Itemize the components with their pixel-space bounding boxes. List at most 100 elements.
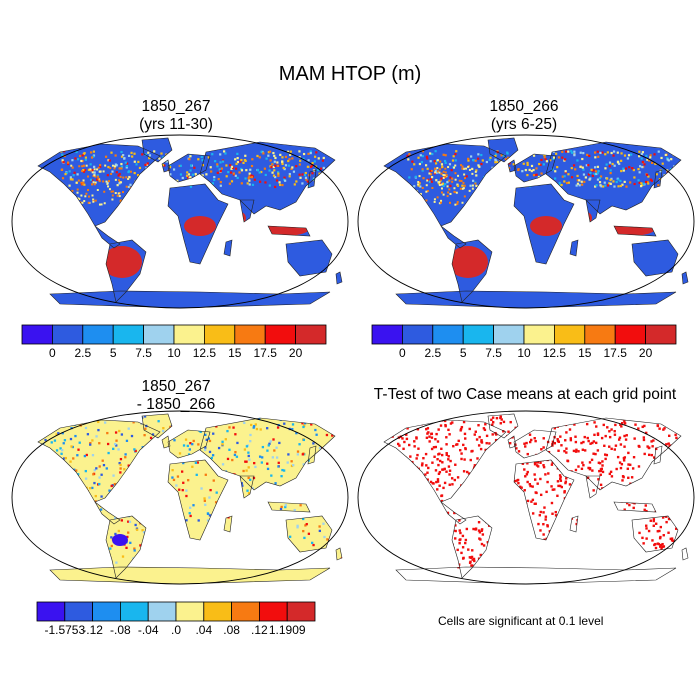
coastline-india xyxy=(585,475,601,499)
coastline-australia xyxy=(631,515,679,553)
colorbar-top-left-box-5 xyxy=(173,324,205,345)
colorbar-top-left-box-8 xyxy=(264,324,296,345)
colorbar-bottom-left-box-4 xyxy=(147,601,177,622)
panel-title-bottom-left: 1850_267 - 1850_266 xyxy=(76,378,276,414)
coastline-asia xyxy=(199,141,336,215)
colorbar-bottom-left-box-7 xyxy=(231,601,260,622)
map-panel-bottom-right xyxy=(357,410,695,585)
coastline-indonesia xyxy=(267,225,311,237)
map-boundary xyxy=(357,134,695,309)
colorbar-top-right xyxy=(371,324,677,345)
colorbar-bottom-left-box-2 xyxy=(92,601,121,622)
coastline-uk xyxy=(161,159,171,173)
coastline-africa xyxy=(167,459,229,541)
coastline-na xyxy=(383,143,507,227)
colorbar-top-right-box-8 xyxy=(614,324,646,345)
panel-title-top-right-line2: (yrs 6-25) xyxy=(490,116,558,133)
colorbar-top-left-box-3 xyxy=(112,324,144,345)
coastline-greenland xyxy=(141,137,173,163)
map-boundary xyxy=(11,134,349,309)
colorbar-top-right-label: 10 xyxy=(517,346,531,360)
colorbar-top-left-box-9 xyxy=(295,324,327,345)
coastline-australia xyxy=(631,239,679,277)
colorbar-bottom-left-label: -.04 xyxy=(137,623,159,637)
panel-title-bottom-left-line2: - 1850_266 xyxy=(136,396,216,413)
coastline-ca xyxy=(440,225,467,249)
panel-title-top-left: 1850_267 (yrs 11-30) xyxy=(76,98,276,134)
colorbar-top-right-label: 17.5 xyxy=(603,346,627,360)
coastline-asia xyxy=(545,417,682,491)
colorbar-top-left-label: 12.5 xyxy=(192,346,217,360)
coastline-madagascar xyxy=(223,239,233,257)
coastline-asia xyxy=(199,417,336,491)
colorbar-top-left xyxy=(21,324,327,345)
colorbar-bottom-left-label: 1.1909 xyxy=(268,623,306,637)
coastline-greenland xyxy=(487,413,519,439)
colorbar-top-left-box-2 xyxy=(82,324,114,345)
colorbar-top-right-label: 20 xyxy=(638,346,653,360)
colorbar-top-left-label: 7.5 xyxy=(135,346,152,360)
map-boundary xyxy=(357,410,695,585)
coastline-madagascar xyxy=(223,515,233,533)
coastline-eu xyxy=(167,153,211,183)
colorbar-top-right-label: 5 xyxy=(459,346,467,360)
coastline-sa xyxy=(451,515,493,579)
colorbar-top-right-box-6 xyxy=(553,324,586,345)
colorbar-top-left-label: 2.5 xyxy=(74,346,92,360)
colorbar-top-right-box-2 xyxy=(432,324,464,345)
coastline-australia xyxy=(285,239,333,277)
coastline-india xyxy=(239,199,255,223)
significance-note: Cells are significant at 0.1 level xyxy=(438,614,604,628)
colorbar-bottom-left-label: -1.5753 xyxy=(44,623,86,637)
coastline-eu xyxy=(167,429,211,459)
coastline-sa xyxy=(105,515,147,579)
coastline-uk xyxy=(507,159,517,173)
colorbar-bottom-left-label: -.12 xyxy=(82,623,103,637)
coastline-greenland xyxy=(487,137,519,163)
colorbar-top-right-box-0 xyxy=(371,324,403,345)
coastline-nz xyxy=(335,547,343,561)
coastline-eu xyxy=(513,429,557,459)
map-panel-top-left xyxy=(11,134,349,309)
colorbar-top-right-label: 15 xyxy=(578,346,592,360)
colorbar-bottom-left-box-3 xyxy=(120,601,149,622)
coastline-india xyxy=(585,199,601,223)
colorbar-bottom-left-labels: -1.5753 -.12 -.08 -.04 .0 .04 .08 .12 1.1909 xyxy=(37,623,315,639)
colorbar-bottom-left-label: .12 xyxy=(251,623,268,637)
figure-title: MAM HTOP (m) xyxy=(278,63,422,85)
coastline-sa xyxy=(105,239,147,303)
coastline-nz xyxy=(335,271,343,285)
colorbar-top-right-box-4 xyxy=(493,324,525,345)
coastline-uk xyxy=(507,435,517,449)
colorbar-bottom-left-box-9 xyxy=(286,601,316,622)
colorbar-top-left-label: 5 xyxy=(109,346,117,360)
coastline-uk xyxy=(161,435,171,449)
coastline-na xyxy=(37,419,161,503)
colorbar-top-right-box-5 xyxy=(523,324,555,345)
colorbar-bottom-left-box-1 xyxy=(64,601,93,622)
colorbar-top-right-label: 12.5 xyxy=(542,346,567,360)
map-panel-top-right xyxy=(357,134,695,309)
colorbar-top-left-labels: 0 2.5 5 7.5 10 12.5 15 17.5 20 xyxy=(22,346,326,362)
colorbar-top-left-box-6 xyxy=(203,324,236,345)
coastline-africa xyxy=(513,183,575,265)
colorbar-top-left-label: 10 xyxy=(167,346,181,360)
coastline-ca xyxy=(94,501,121,525)
colorbar-top-right-label: 0 xyxy=(399,346,406,360)
coastline-antarctica xyxy=(49,290,331,309)
coastline-indonesia xyxy=(267,501,311,513)
coastline-antarctica xyxy=(49,566,331,585)
coastline-na xyxy=(37,143,161,227)
coastline-japan xyxy=(653,169,663,189)
colorbar-top-left-box-4 xyxy=(143,324,175,345)
coastline-greenland xyxy=(141,413,173,439)
coastline-japan xyxy=(653,445,663,465)
coastline-asia xyxy=(545,141,682,215)
colorbar-bottom-left-label: .0 xyxy=(170,623,182,637)
colorbar-bottom-left-label: .08 xyxy=(223,623,240,637)
colorbar-top-left-box-1 xyxy=(51,324,84,345)
coastline-nz xyxy=(681,271,689,285)
coastline-indonesia xyxy=(613,501,657,513)
coastline-madagascar xyxy=(569,239,579,257)
panel-title-top-right-line1: 1850_266 xyxy=(489,98,559,115)
